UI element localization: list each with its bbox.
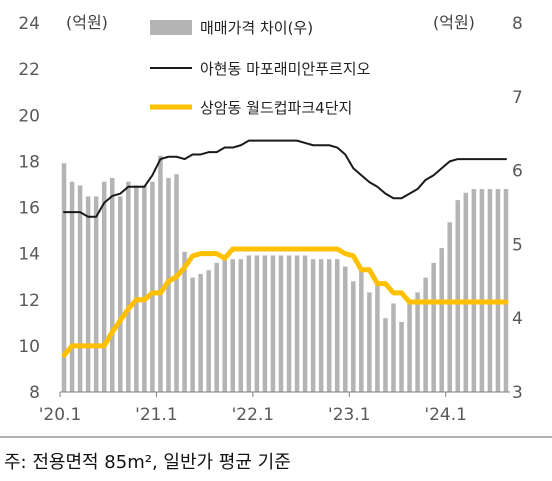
- right-tick-label: 4: [512, 309, 523, 329]
- left-axis-ticks: 8 10 12 14 16 18 20 22 24: [18, 14, 40, 403]
- bar: [407, 299, 412, 392]
- bar: [495, 189, 501, 392]
- bar: [230, 259, 236, 392]
- bar: [367, 292, 372, 392]
- bar: [174, 174, 179, 392]
- bar: [294, 255, 300, 392]
- bar: [487, 189, 493, 392]
- left-tick-label: 22: [18, 60, 40, 80]
- legend-item-black-line: 아현동 마포래미안푸르지오: [150, 60, 371, 78]
- right-tick-label: 8: [512, 14, 523, 34]
- x-tick-label: '22.1: [232, 405, 275, 425]
- left-tick-label: 14: [18, 245, 40, 265]
- bar: [326, 259, 332, 392]
- bar: [463, 192, 469, 392]
- bar: [431, 262, 436, 392]
- left-tick-label: 8: [29, 383, 40, 403]
- bar: [77, 185, 83, 392]
- bars-layer: [61, 155, 509, 392]
- bar: [214, 262, 219, 392]
- bar: [134, 185, 139, 392]
- bar: [479, 189, 485, 392]
- bar: [182, 251, 187, 392]
- right-axis-unit: (억원): [433, 13, 475, 32]
- bar: [302, 255, 308, 392]
- x-tick-label: '23.1: [328, 405, 371, 425]
- x-tick-label: '20.1: [39, 405, 82, 425]
- bar: [310, 259, 316, 392]
- bar: [351, 281, 356, 392]
- bar: [85, 196, 91, 392]
- x-tick-marks: [59, 392, 447, 397]
- bar: [375, 284, 380, 392]
- legend-label-bars: 매매가격 차이(우): [200, 19, 313, 37]
- bar: [399, 321, 404, 392]
- bar: [447, 222, 452, 392]
- bar: [238, 259, 244, 392]
- lines-layer: [61, 139, 509, 358]
- left-axis-unit: (억원): [66, 13, 108, 32]
- bar: [222, 255, 227, 392]
- bar: [423, 277, 428, 392]
- line-series-mapo: [63, 139, 507, 218]
- bar: [246, 255, 252, 392]
- bar: [343, 266, 348, 392]
- bar: [158, 155, 163, 392]
- left-tick-label: 10: [18, 337, 40, 357]
- bar: [142, 185, 147, 392]
- footnote: 주: 전용면적 85m², 일반가 평균 기준: [4, 452, 291, 473]
- bar: [503, 189, 509, 392]
- bar: [278, 255, 284, 392]
- bar: [471, 189, 477, 392]
- left-tick-label: 12: [18, 291, 40, 311]
- bar: [318, 259, 324, 392]
- legend-label-black-line: 아현동 마포래미안푸르지오: [200, 60, 371, 78]
- bar: [359, 270, 364, 392]
- bar: [93, 196, 99, 392]
- right-tick-label: 5: [512, 235, 523, 255]
- bar: [270, 255, 276, 392]
- line-series-sangam: [61, 246, 509, 358]
- bar: [109, 177, 115, 392]
- bar: [101, 181, 107, 392]
- bar: [334, 259, 340, 392]
- bar: [262, 255, 268, 392]
- legend: 매매가격 차이(우) 아현동 마포래미안푸르지오 상암동 월드컵파크4단지: [150, 19, 371, 117]
- left-tick-label: 24: [18, 14, 40, 34]
- bar: [254, 255, 260, 392]
- legend-item-bars: 매매가격 차이(우): [150, 19, 313, 37]
- left-tick-label: 16: [18, 199, 40, 219]
- left-tick-label: 20: [18, 106, 40, 126]
- bar: [383, 318, 388, 392]
- bar: [150, 181, 155, 392]
- bar: [61, 163, 67, 392]
- bar: [391, 303, 396, 392]
- right-tick-label: 6: [512, 162, 523, 182]
- bar: [190, 277, 195, 392]
- legend-item-yellow-line: 상암동 월드컵파크4단지: [150, 99, 352, 117]
- bar: [286, 255, 292, 392]
- right-tick-label: 7: [512, 88, 523, 108]
- left-tick-label: 18: [18, 152, 40, 172]
- legend-label-yellow-line: 상암동 월드컵파크4단지: [200, 99, 352, 117]
- x-tick-label: '21.1: [135, 405, 178, 425]
- bar: [198, 273, 203, 392]
- x-axis-labels: '20.1 '21.1 '22.1 '23.1 '24.1: [39, 405, 467, 425]
- bar: [206, 270, 211, 392]
- combo-chart: 8 10 12 14 16 18 20 22 24 3 4 5 6 7 8 '20.1 '21.1 '22.1…: [0, 13, 552, 438]
- bar: [69, 181, 75, 392]
- x-tick-label: '24.1: [424, 405, 467, 425]
- bar: [439, 248, 444, 392]
- right-tick-label: 3: [512, 383, 523, 403]
- bar: [126, 181, 131, 392]
- right-axis-ticks: 3 4 5 6 7 8: [512, 14, 523, 403]
- bar: [455, 200, 461, 392]
- bar: [415, 292, 420, 392]
- bar: [118, 196, 123, 392]
- legend-swatch-bars: [150, 20, 192, 35]
